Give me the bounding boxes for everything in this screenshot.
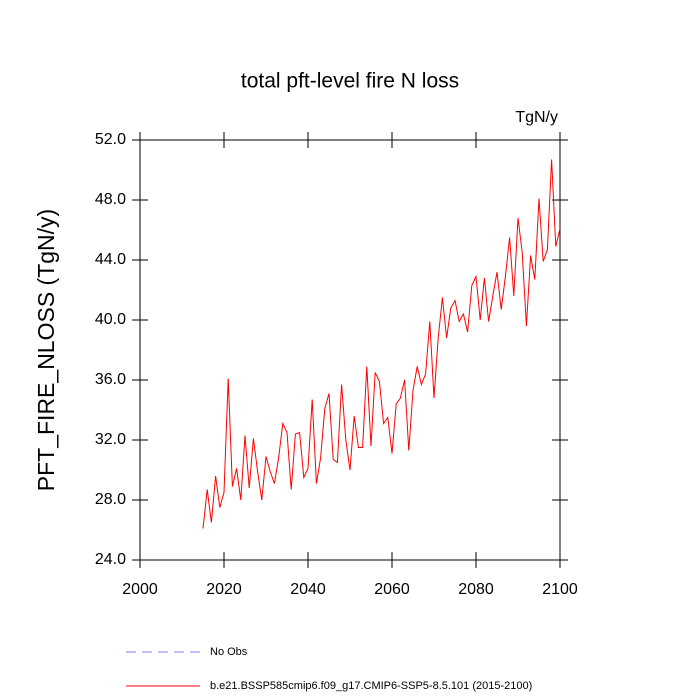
chart-title: total pft-level fire N loss [241, 70, 459, 93]
y-tick-label: 36.0 [95, 371, 126, 388]
plot-frame [139, 139, 561, 561]
x-tick-label: 2040 [290, 581, 326, 598]
y-tick-label: 40.0 [95, 311, 126, 328]
x-tick-label: 2020 [206, 581, 242, 598]
x-tick-label: 2000 [122, 581, 158, 598]
y-tick-label: 28.0 [95, 491, 126, 508]
x-tick-label: 2080 [458, 581, 494, 598]
y-tick-label: 48.0 [95, 191, 126, 208]
legend-label: b.e21.BSSP585cmip6.f09_g17.CMIP6-SSP5-8.… [210, 680, 532, 692]
legend-label: No Obs [210, 646, 248, 658]
data-line [202, 159, 561, 529]
x-tick-label: 2100 [542, 581, 578, 598]
y-axis-label: PFT_FIRE_NLOSS (TgN/y) [33, 209, 59, 491]
y-tick-label: 52.0 [95, 131, 126, 148]
x-tick-label: 2060 [374, 581, 410, 598]
y-tick-label: 24.0 [95, 551, 126, 568]
units-label: TgN/y [515, 109, 558, 126]
y-tick-label: 32.0 [95, 431, 126, 448]
y-tick-label: 44.0 [95, 251, 126, 268]
